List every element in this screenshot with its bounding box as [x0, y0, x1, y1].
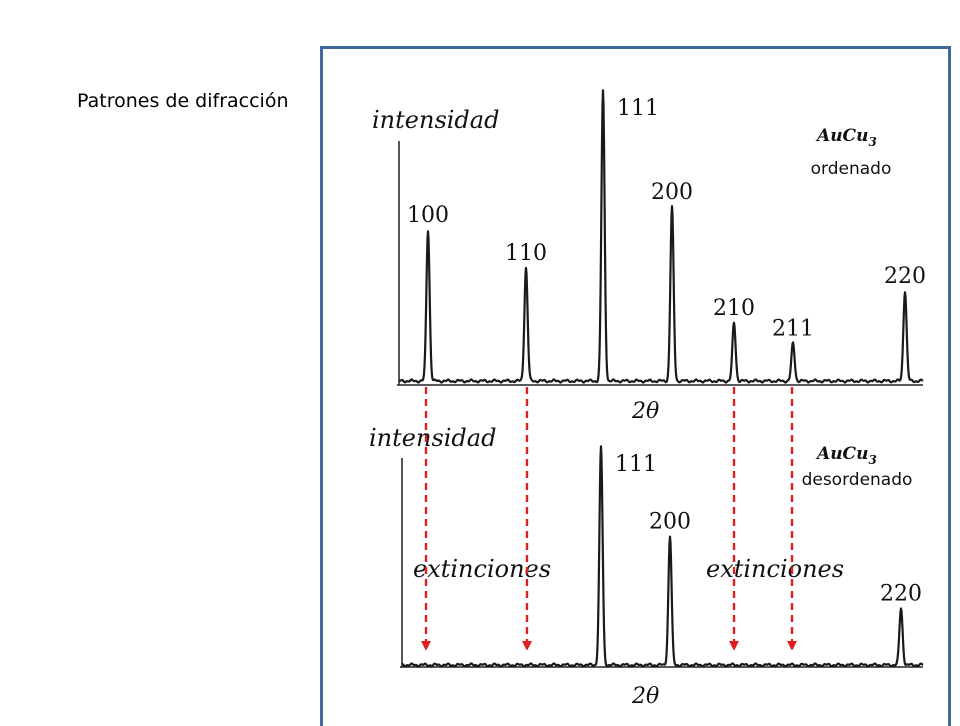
top-peak-label-110: 110 [505, 241, 547, 266]
bottom-peak-label-200: 200 [649, 509, 691, 534]
figure-frame [320, 46, 951, 726]
top-compound-subscript: 3 [868, 135, 876, 149]
slide-title: Patrones de difracción [77, 90, 289, 112]
bottom-compound-subscript: 3 [868, 453, 876, 467]
top-peak-label-210: 210 [713, 296, 755, 321]
top-diffraction-trace [398, 89, 924, 384]
bottom-compound-label: AuCu3 [815, 444, 877, 467]
top-peak-label-220: 220 [884, 264, 926, 289]
bottom-peak-label-111: 111 [615, 452, 657, 477]
extinction-label-left: extinciones [413, 555, 551, 583]
top-peak-label-100: 100 [407, 203, 449, 228]
top-peak-label-211: 211 [772, 316, 814, 341]
bottom-x-axis-label: 2θ [631, 684, 659, 709]
top-peak-labels: 100 110 111 200 210 211 220 [407, 96, 926, 341]
top-compound-name: AuCu [815, 126, 868, 146]
panel-ordered: intensidad 2θ AuCu3 ordenado 100 110 111 20… [372, 89, 926, 424]
panel-disordered: intensidad 2θ AuCu3 desordenado extincio… [369, 424, 924, 709]
top-y-axis-label: intensidad [372, 106, 499, 134]
top-x-axis-label: 2θ [631, 399, 659, 424]
bottom-diffraction-trace [401, 445, 924, 668]
top-peak-label-111: 111 [617, 96, 659, 121]
bottom-state-label: desordenado [802, 470, 913, 490]
bottom-y-axis-label: intensidad [369, 424, 496, 452]
top-compound-label: AuCu3 [815, 126, 877, 149]
bottom-peak-labels: 111 200 220 [615, 452, 922, 606]
top-peak-label-200: 200 [651, 180, 693, 205]
bottom-compound-name: AuCu [815, 444, 868, 464]
bottom-peak-label-220: 220 [880, 581, 922, 606]
extinction-label-right: extinciones [706, 555, 844, 583]
top-state-label: ordenado [811, 159, 892, 179]
